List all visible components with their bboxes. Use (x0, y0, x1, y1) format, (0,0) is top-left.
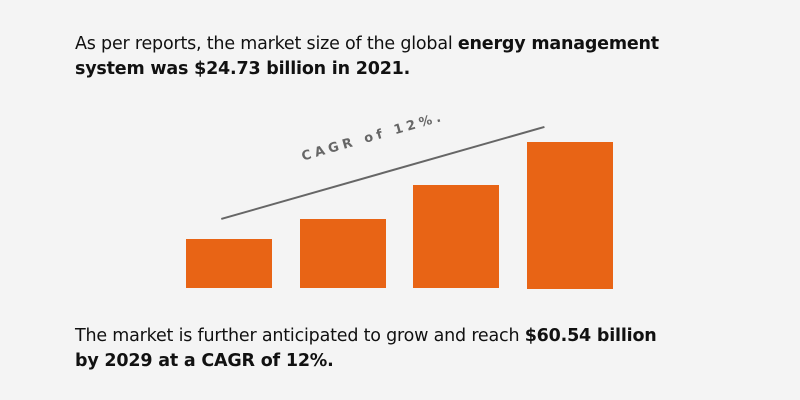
outro-plain: The market is further anticipated to gro… (75, 326, 525, 346)
outro-bold-2: by 2029 at a CAGR of 12%. (75, 351, 334, 371)
intro-bold-2: system was $24.73 billion in 2021. (75, 59, 411, 79)
outro-text: The market is further anticipated to gro… (75, 324, 657, 374)
bar-3 (413, 185, 499, 288)
outro-bold-1: $60.54 billion (524, 326, 657, 346)
bar-1 (186, 239, 272, 288)
intro-text: As per reports, the market size of the g… (75, 32, 659, 82)
trend-label: CAGR of 12%. (300, 109, 447, 165)
bar-4 (527, 142, 613, 289)
intro-bold-1: energy management (457, 34, 659, 54)
bar-2 (300, 219, 386, 288)
intro-plain: As per reports, the market size of the g… (75, 34, 458, 54)
